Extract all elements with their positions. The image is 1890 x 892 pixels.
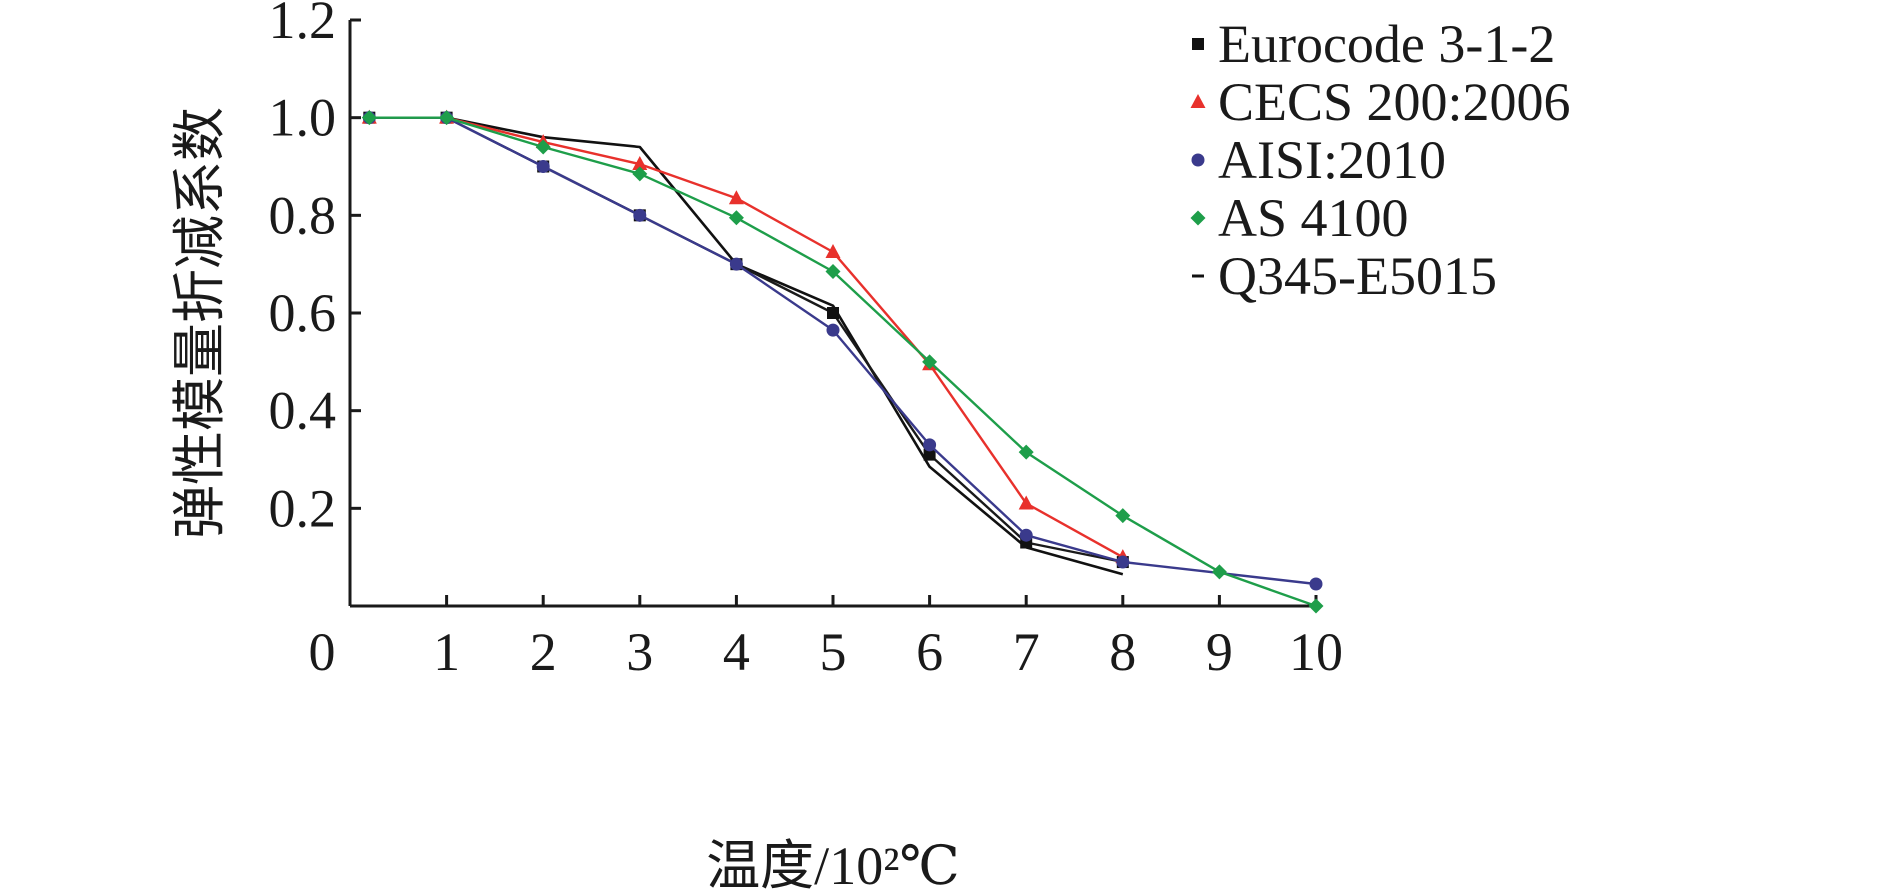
x-tick-label: 2 <box>530 622 557 682</box>
y-ticks: 0.2 0.4 0.6 0.8 1.0 1.2 <box>269 0 361 538</box>
series-aisi-2010 <box>362 111 1323 591</box>
data-point-as-4100 <box>728 210 744 226</box>
series-q345-e5015 <box>446 116 1124 576</box>
x-axis-title: 温度/10²℃ <box>706 836 960 892</box>
legend-label: AS 4100 <box>1218 188 1409 248</box>
legend-swatch <box>1190 94 1206 108</box>
y-tick-label: 0.8 <box>269 185 337 245</box>
x-tick-label: 7 <box>1013 622 1040 682</box>
data-point-cecs-200-2006 <box>632 156 648 171</box>
data-point-as-4100 <box>535 139 551 155</box>
y-tick-label: 0.4 <box>269 381 337 441</box>
y-tick-label: 0.2 <box>269 478 337 538</box>
data-point-aisi-2010 <box>1116 555 1130 569</box>
data-point-aisi-2010 <box>536 160 550 173</box>
y-tick-label: 1.2 <box>269 0 337 50</box>
x-ticks: 0 1 2 3 4 5 6 7 8 9 10 <box>309 595 1343 682</box>
x-tick-label: 0 <box>309 622 336 682</box>
data-point-as-4100 <box>439 110 455 126</box>
series-cecs-200-2006 <box>361 109 1131 564</box>
x-tick-label: 3 <box>626 622 653 682</box>
x-tick-label: 9 <box>1206 622 1233 682</box>
legend-label: Eurocode 3-1-2 <box>1218 14 1555 74</box>
data-point-as-4100 <box>361 110 377 126</box>
legend-swatch <box>1191 153 1205 167</box>
legend-label: CECS 200:2006 <box>1218 72 1571 132</box>
legend-label: Q345-E5015 <box>1218 246 1497 306</box>
data-point-aisi-2010 <box>1019 528 1033 542</box>
series-line-q345-e5015 <box>446 116 1124 576</box>
series-line-eurocode-3-1-2 <box>369 116 1124 564</box>
legend-swatch <box>1190 210 1206 226</box>
data-point-as-4100 <box>1211 564 1227 580</box>
data-point-aisi-2010 <box>923 438 937 452</box>
data-point-as-4100 <box>1018 444 1034 460</box>
x-tick-label: 8 <box>1109 622 1136 682</box>
data-point-aisi-2010 <box>633 208 647 222</box>
series-line-as-4100 <box>369 116 1317 608</box>
x-tick-label: 1 <box>433 622 460 682</box>
series-line-aisi-2010 <box>369 116 1317 586</box>
x-tick-label: 5 <box>820 622 847 682</box>
y-tick-label: 0.6 <box>269 283 337 343</box>
data-point-as-4100 <box>1115 508 1131 524</box>
y-tick-label: 1.0 <box>269 88 337 148</box>
data-point-cecs-200-2006 <box>728 190 744 205</box>
series-eurocode-3-1-2 <box>363 111 1129 569</box>
series-as-4100 <box>361 110 1324 614</box>
data-point-as-4100 <box>922 354 938 370</box>
x-tick-label: 10 <box>1289 622 1343 682</box>
legend-label: AISI:2010 <box>1218 130 1446 190</box>
data-point-eurocode-3-1-2 <box>923 448 936 461</box>
series-line-cecs-200-2006 <box>369 116 1124 559</box>
x-tick-label: 6 <box>916 622 943 682</box>
data-point-cecs-200-2006 <box>825 243 841 258</box>
data-point-eurocode-3-1-2 <box>827 307 839 319</box>
series-layer <box>361 109 1324 614</box>
data-point-as-4100 <box>632 166 648 182</box>
data-point-aisi-2010 <box>826 323 840 337</box>
data-point-aisi-2010 <box>729 257 743 271</box>
x-tick-label: 4 <box>723 622 750 682</box>
data-point-aisi-2010 <box>1309 577 1323 591</box>
data-point-as-4100 <box>825 263 841 279</box>
data-point-cecs-200-2006 <box>1018 495 1034 510</box>
y-axis-title: 弹性模量折减系数 <box>170 107 230 539</box>
legend-swatch <box>1192 38 1204 50</box>
data-point-eurocode-3-1-2 <box>1020 536 1033 549</box>
data-point-as-4100 <box>1308 598 1324 614</box>
